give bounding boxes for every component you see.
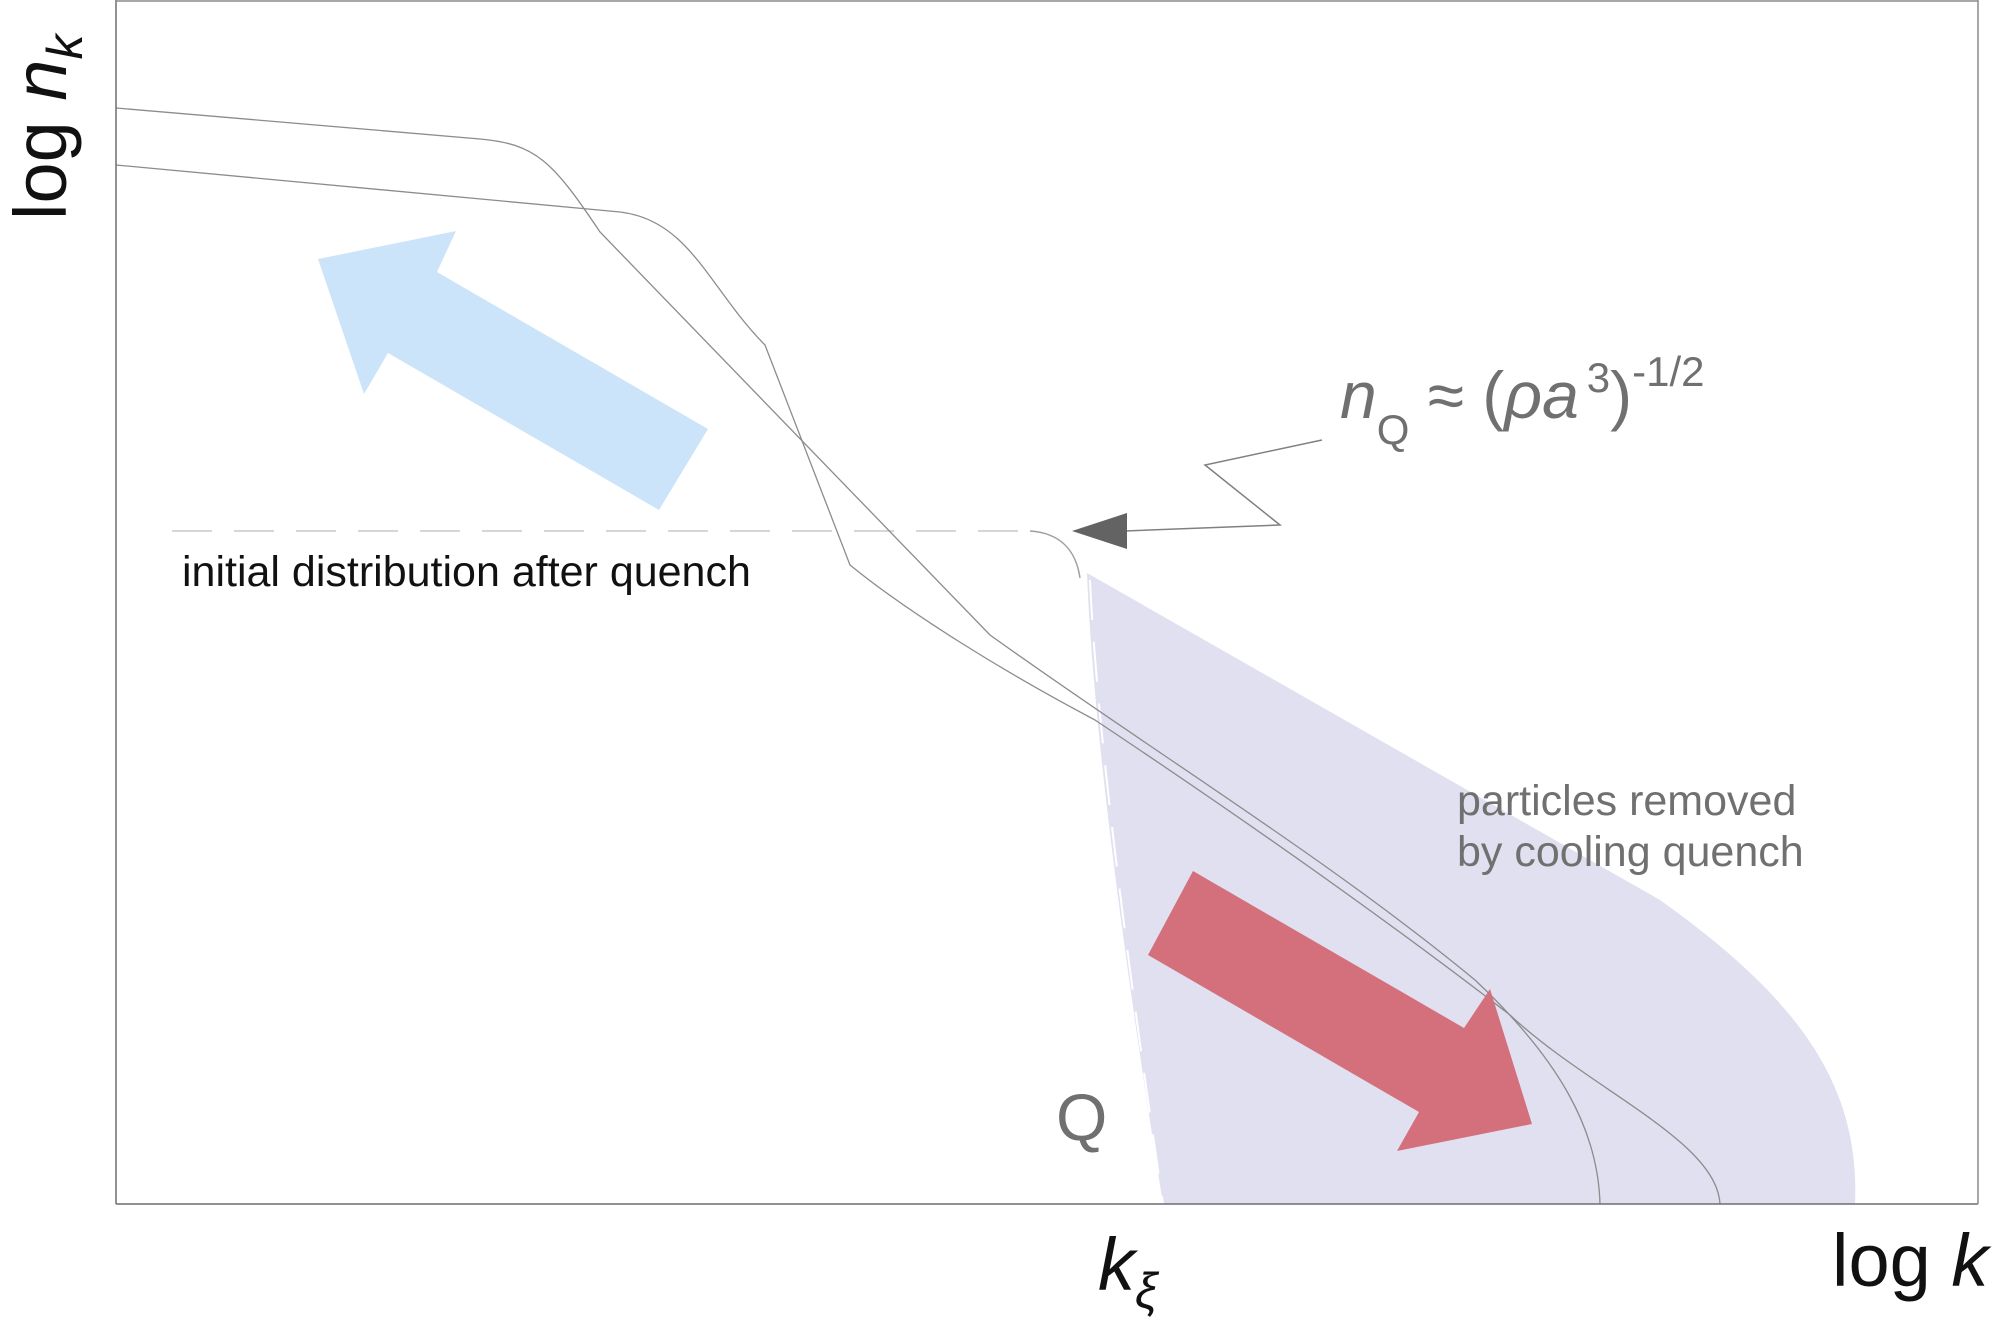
n-q-sub: Q <box>1377 406 1410 453</box>
distribution-curve-2 <box>115 164 1721 1205</box>
n-q-close: ) <box>1610 358 1632 432</box>
blue-arrow-up-left <box>318 231 708 510</box>
y-axis-label: log nk <box>0 32 93 220</box>
red-arrow-down-right <box>1148 871 1532 1151</box>
distribution-curve-1 <box>115 107 1601 1205</box>
y-axis-label-var: n <box>0 60 82 101</box>
y-axis-label-prefix: log <box>0 101 82 220</box>
particles-removed-region <box>1087 573 1856 1204</box>
k-xi-label: kξ <box>1098 1223 1160 1319</box>
n-q-formula: nQ ≈ (ρa 3)-1/2 <box>1340 348 1705 453</box>
n-q-pointer-arrowhead <box>1072 513 1127 549</box>
q-label: Q <box>1056 1080 1107 1154</box>
n-q-cube: 3 <box>1587 354 1610 401</box>
n-q-pointer-line <box>1124 439 1323 532</box>
y-axis-label-sub: k <box>37 32 93 60</box>
x-axis-label: log k <box>1832 1219 1992 1302</box>
particles-removed-label-line1: particles removed <box>1457 777 1796 825</box>
initial-distribution-label: initial distribution after quench <box>182 548 751 596</box>
n-q-var: n <box>1340 358 1377 432</box>
x-axis-label-var: k <box>1951 1219 1992 1302</box>
n-q-exponent: -1/2 <box>1632 348 1704 395</box>
k-xi-var: k <box>1098 1223 1139 1306</box>
initial-distribution-curve-end <box>1029 530 1081 579</box>
particles-removed-label-line2: by cooling quench <box>1457 828 1804 876</box>
x-axis-label-prefix: log <box>1832 1219 1951 1302</box>
k-xi-sub: ξ <box>1135 1263 1160 1319</box>
n-q-approx: ≈ ( <box>1409 358 1504 432</box>
n-q-rho-a: ρa <box>1502 358 1579 432</box>
q-boundary-dashed-curve <box>1089 579 1164 1205</box>
